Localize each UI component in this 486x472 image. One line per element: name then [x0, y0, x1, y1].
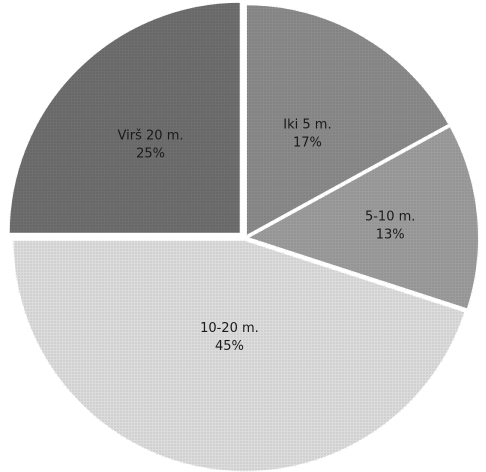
slice-percent: 25%: [136, 147, 165, 162]
slice-percent: 13%: [376, 227, 405, 242]
slice-percent: 17%: [293, 135, 322, 150]
pie-slice-texture: [246, 126, 479, 310]
pie-slice-texture: [8, 1, 241, 234]
pie-slice-texture: [12, 239, 466, 472]
slice-label: 5-10 m.: [365, 209, 415, 224]
pie-slices: [7, 0, 480, 472]
slice-percent: 45%: [215, 339, 244, 354]
pie-labels: Iki 5 m. 17% 5-10 m. 13% 10-20 m. 45% Virš 20 …: [118, 117, 416, 354]
pie-slice-texture: [246, 4, 450, 237]
slice-label: 10-20 m.: [200, 321, 259, 336]
slice-label: Virš 20 m.: [118, 129, 184, 144]
slice-label: Iki 5 m.: [283, 117, 331, 132]
